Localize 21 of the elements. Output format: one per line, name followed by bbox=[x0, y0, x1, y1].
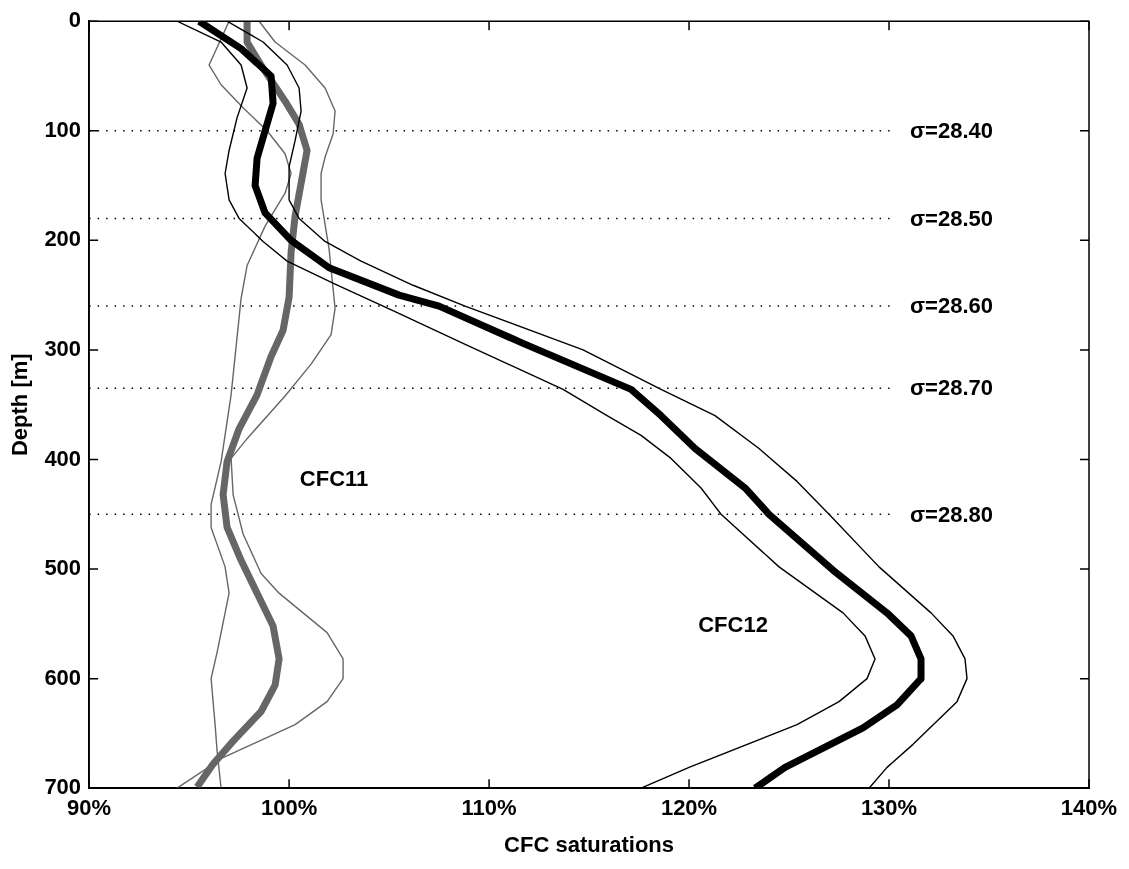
x-tick-label: 130% bbox=[860, 795, 918, 821]
annotation: σ=28.80 bbox=[910, 501, 993, 527]
y-axis-title: Depth [m] bbox=[7, 353, 33, 457]
annotation: CFC11 bbox=[299, 465, 369, 491]
y-tick-label: 100 bbox=[44, 116, 82, 142]
annotation: σ=28.60 bbox=[910, 293, 993, 319]
x-tick-label: 110% bbox=[461, 795, 517, 821]
x-tick-label: 120% bbox=[660, 795, 718, 821]
annotation: σ=28.40 bbox=[910, 118, 993, 144]
annotation: CFC12 bbox=[698, 611, 768, 637]
annotation: σ=28.50 bbox=[910, 205, 993, 231]
y-tick-label: 0 bbox=[68, 7, 82, 33]
y-tick-label: 200 bbox=[44, 226, 82, 252]
y-tick-label: 600 bbox=[44, 664, 82, 690]
x-axis-title: CFC saturations bbox=[504, 831, 675, 857]
x-tick-label: 100% bbox=[260, 795, 318, 821]
annotation: σ=28.70 bbox=[910, 375, 993, 401]
y-tick-label: 400 bbox=[44, 445, 82, 471]
x-tick-label: 140% bbox=[1060, 795, 1118, 821]
y-tick-label: 500 bbox=[44, 555, 82, 581]
y-tick-label: 300 bbox=[44, 335, 82, 361]
